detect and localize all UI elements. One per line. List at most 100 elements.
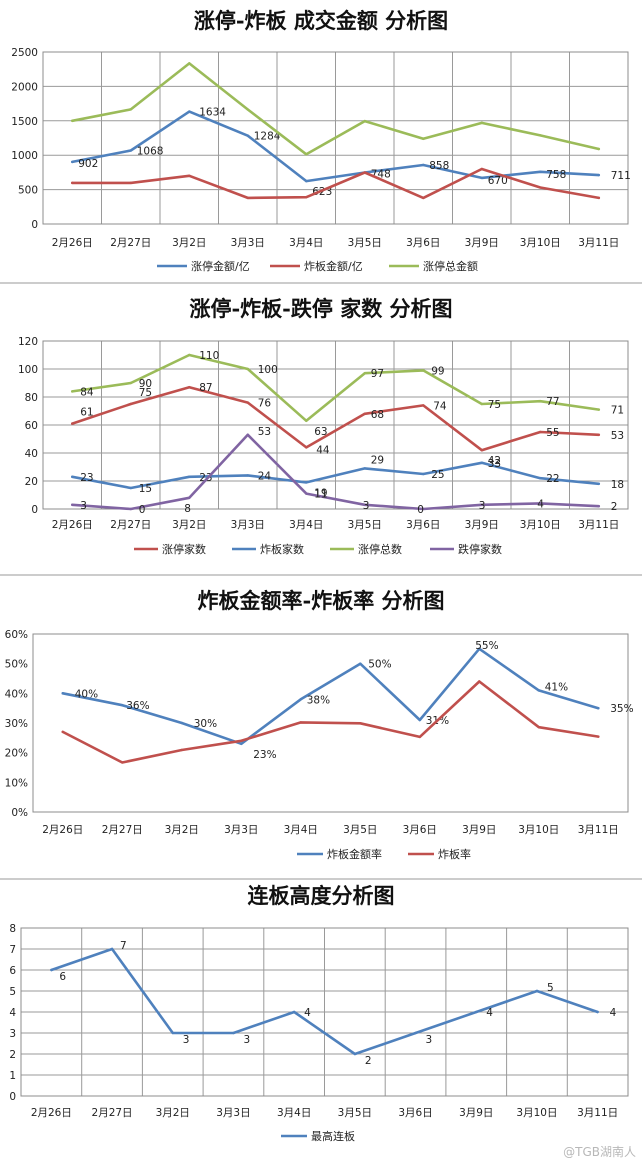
- data-label: 7: [120, 940, 127, 952]
- data-label: 71: [611, 405, 624, 417]
- data-label: 100: [258, 364, 278, 376]
- data-point: [305, 492, 308, 495]
- series-line: [71, 353, 601, 423]
- data-point: [363, 503, 366, 506]
- data-label: 74: [433, 400, 447, 412]
- data-point: [180, 721, 183, 725]
- data-point: [71, 422, 74, 425]
- y-tick-label: 40: [25, 448, 38, 460]
- data-point: [129, 486, 132, 490]
- data-label: 1284: [254, 131, 281, 143]
- series-line: [71, 385, 601, 452]
- y-tick-label: 1500: [11, 116, 38, 128]
- data-point: [422, 369, 425, 372]
- y-tick-label: 7: [9, 944, 16, 956]
- data-point: [597, 433, 600, 436]
- data-point: [480, 176, 483, 180]
- data-point: [71, 390, 74, 393]
- chart-title: 涨停-炸板-跌停 家数 分析图: [189, 296, 452, 321]
- y-tick-label: 80: [25, 392, 38, 404]
- data-label: 41%: [545, 681, 568, 693]
- data-label: 55%: [475, 640, 498, 652]
- y-tick-label: 0: [31, 219, 38, 231]
- data-label: 8: [184, 503, 191, 515]
- series-line: [71, 62, 601, 156]
- data-point: [359, 722, 362, 725]
- data-point: [363, 412, 366, 415]
- data-label: 87: [199, 382, 212, 394]
- legend-label: 涨停总金额: [423, 259, 478, 273]
- data-point: [363, 467, 366, 470]
- x-tick-label: 2月27日: [110, 519, 151, 531]
- data-point: [246, 474, 249, 477]
- x-tick-label: 3月11日: [578, 824, 619, 836]
- data-point: [188, 353, 191, 357]
- data-point: [422, 163, 425, 167]
- data-label: 2: [611, 501, 618, 513]
- data-point: [539, 502, 542, 505]
- y-tick-label: 6: [9, 965, 16, 977]
- y-tick-label: 0%: [11, 807, 28, 819]
- data-point: [129, 507, 132, 511]
- x-tick-label: 3月6日: [398, 1107, 432, 1119]
- x-tick-label: 3月9日: [459, 1107, 493, 1119]
- watermark: @TGB湖南人: [563, 1145, 636, 1159]
- data-point: [240, 739, 243, 742]
- data-point: [363, 372, 366, 375]
- y-tick-label: 3: [9, 1028, 16, 1040]
- data-point: [305, 481, 308, 484]
- x-tick-label: 3月6日: [403, 824, 437, 836]
- data-point: [597, 706, 600, 710]
- y-tick-label: 2: [9, 1049, 16, 1061]
- data-label: 1068: [137, 146, 164, 158]
- data-point: [597, 196, 600, 200]
- data-point: [50, 968, 53, 972]
- data-label: 18: [611, 479, 624, 491]
- x-tick-label: 3月4日: [277, 1107, 311, 1119]
- y-tick-label: 0: [9, 1091, 16, 1103]
- data-label: 4: [610, 1007, 617, 1019]
- data-label: 23%: [253, 749, 276, 761]
- y-tick-label: 20%: [5, 748, 28, 760]
- data-label: 29: [371, 454, 384, 466]
- data-point: [539, 170, 542, 174]
- y-tick-label: 500: [18, 185, 38, 197]
- data-point: [418, 735, 421, 739]
- y-tick-label: 60: [25, 420, 38, 432]
- x-tick-label: 3月9日: [465, 237, 499, 249]
- x-tick-label: 2月26日: [42, 824, 83, 836]
- series-line: [50, 947, 599, 1056]
- legend-label: 炸板家数: [260, 542, 304, 556]
- data-label: 36%: [126, 700, 149, 712]
- series-line: [71, 167, 601, 200]
- data-point: [597, 147, 600, 151]
- data-point: [71, 119, 74, 123]
- data-point: [539, 430, 542, 434]
- x-tick-label: 3月4日: [284, 824, 318, 836]
- x-tick-label: 3月2日: [172, 519, 206, 531]
- x-tick-label: 3月2日: [172, 237, 206, 249]
- data-point: [188, 475, 191, 478]
- data-point: [418, 718, 421, 722]
- data-point: [480, 449, 483, 452]
- x-tick-label: 3月3日: [216, 1107, 250, 1119]
- data-label: 3: [426, 1034, 433, 1046]
- data-label: 55: [546, 427, 559, 439]
- x-tick-label: 3月5日: [338, 1107, 372, 1119]
- series-line: [71, 433, 601, 511]
- data-label: 3: [243, 1034, 250, 1046]
- data-label: 4: [486, 1007, 493, 1019]
- x-tick-label: 2月26日: [31, 1107, 72, 1119]
- data-point: [537, 689, 540, 692]
- data-point: [129, 181, 132, 185]
- data-point: [71, 475, 74, 478]
- x-tick-label: 2月26日: [52, 519, 93, 531]
- data-point: [475, 1010, 478, 1014]
- data-point: [480, 461, 483, 464]
- data-point: [539, 477, 542, 480]
- chart-panel-4: 连板高度分析图 0 1 2 3 4 5 6 7 8 2月26日 2月27日 3月2日 3月3日 3月4日 3月…: [9, 883, 629, 1143]
- data-label: 76: [258, 398, 272, 410]
- series-line: [71, 110, 601, 183]
- x-tick-label: 3月11日: [578, 519, 619, 531]
- data-point: [171, 1031, 174, 1035]
